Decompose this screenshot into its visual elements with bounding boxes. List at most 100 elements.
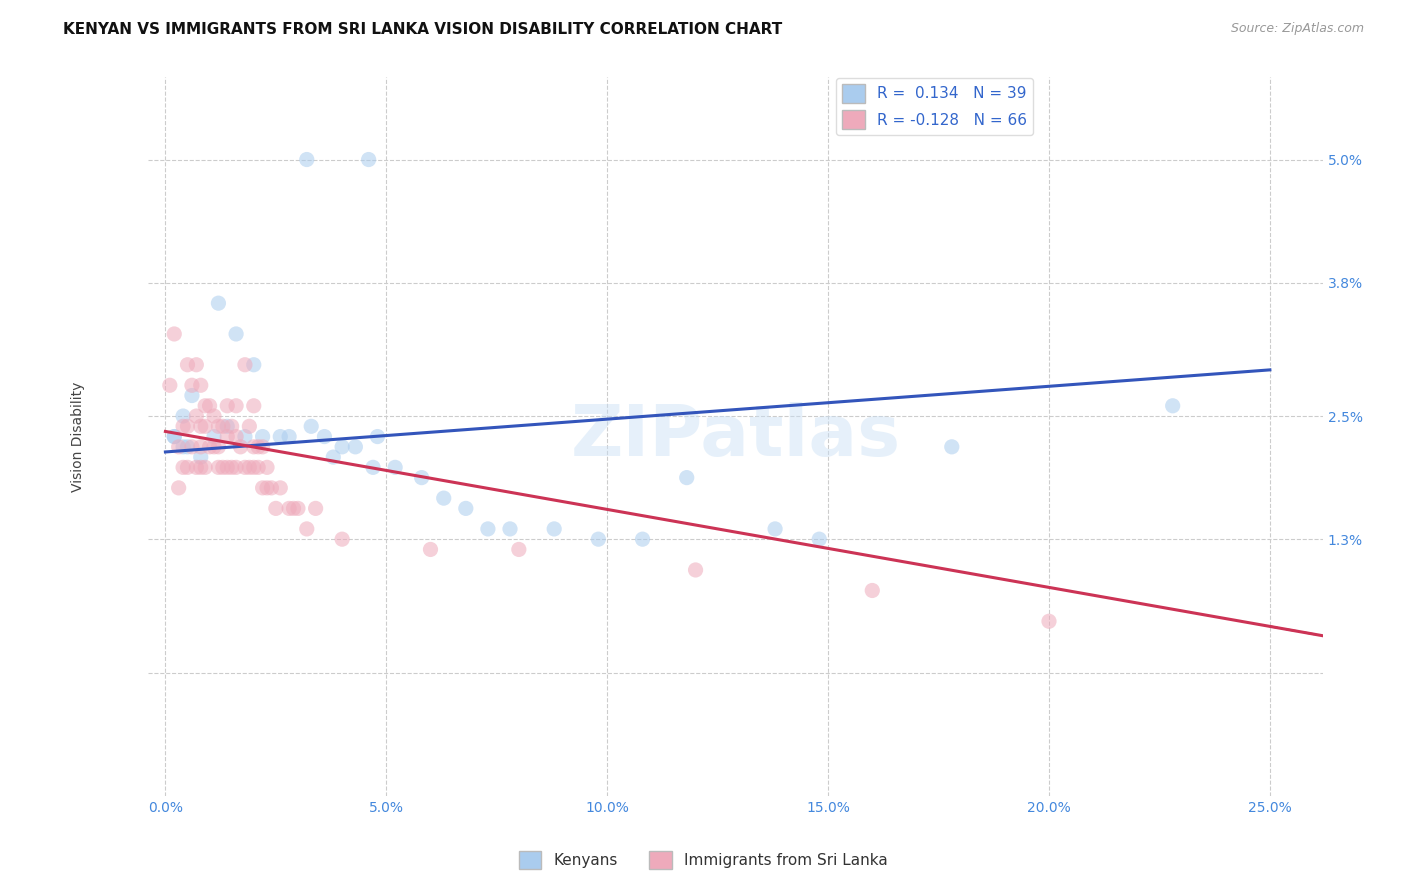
Point — [366, 429, 388, 443]
Point — [763, 522, 786, 536]
Text: ZIPatlas: ZIPatlas — [571, 402, 900, 471]
Point — [256, 481, 278, 495]
Point — [238, 460, 260, 475]
Text: KENYAN VS IMMIGRANTS FROM SRI LANKA VISION DISABILITY CORRELATION CHART: KENYAN VS IMMIGRANTS FROM SRI LANKA VISI… — [63, 22, 783, 37]
Point — [221, 419, 243, 434]
Point — [217, 429, 239, 443]
Point — [1038, 614, 1060, 628]
Point — [225, 429, 247, 443]
Point — [808, 532, 831, 546]
Point — [211, 419, 233, 434]
Point — [322, 450, 344, 464]
Point — [180, 388, 202, 402]
Point — [238, 419, 260, 434]
Point — [233, 358, 256, 372]
Point — [344, 440, 367, 454]
Point — [295, 153, 318, 167]
Point — [190, 419, 212, 434]
Point — [217, 419, 239, 434]
Point — [225, 399, 247, 413]
Point — [242, 399, 264, 413]
Point — [180, 378, 202, 392]
Point — [207, 460, 229, 475]
Point — [252, 481, 274, 495]
Point — [287, 501, 309, 516]
Point — [283, 501, 305, 516]
Point — [685, 563, 707, 577]
Point — [190, 460, 212, 475]
Point — [176, 358, 198, 372]
Point — [233, 460, 256, 475]
Point — [330, 532, 353, 546]
Point — [330, 440, 353, 454]
Point — [543, 522, 565, 536]
Point — [860, 583, 883, 598]
Point — [499, 522, 522, 536]
Point — [190, 440, 212, 454]
Point — [269, 481, 291, 495]
Point — [202, 429, 225, 443]
Point — [264, 501, 287, 516]
Point — [186, 358, 208, 372]
Point — [242, 440, 264, 454]
Point — [176, 460, 198, 475]
Text: Source: ZipAtlas.com: Source: ZipAtlas.com — [1230, 22, 1364, 36]
Point — [194, 399, 217, 413]
Point — [176, 419, 198, 434]
Point — [675, 470, 697, 484]
Point — [172, 440, 194, 454]
Point — [225, 460, 247, 475]
Point — [172, 409, 194, 423]
Point — [190, 378, 212, 392]
Point — [433, 491, 456, 505]
Point — [260, 481, 283, 495]
Point — [207, 440, 229, 454]
Point — [229, 440, 252, 454]
Point — [252, 440, 274, 454]
Point — [477, 522, 499, 536]
Point — [163, 429, 186, 443]
Point — [361, 460, 384, 475]
Point — [172, 419, 194, 434]
Point — [631, 532, 654, 546]
Point — [411, 470, 433, 484]
Point — [172, 460, 194, 475]
Point — [256, 460, 278, 475]
Point — [163, 429, 186, 443]
Point — [176, 440, 198, 454]
Point — [211, 460, 233, 475]
Point — [247, 440, 270, 454]
Point — [194, 460, 217, 475]
Point — [278, 429, 301, 443]
Point — [202, 440, 225, 454]
Point — [167, 481, 190, 495]
Point — [233, 429, 256, 443]
Point — [190, 450, 212, 464]
Point — [163, 326, 186, 341]
Point — [242, 460, 264, 475]
Point — [186, 409, 208, 423]
Legend: R =  0.134   N = 39, R = -0.128   N = 66: R = 0.134 N = 39, R = -0.128 N = 66 — [835, 78, 1033, 135]
Point — [269, 429, 291, 443]
Point — [225, 326, 247, 341]
Point — [419, 542, 441, 557]
Point — [207, 296, 229, 310]
Point — [194, 419, 217, 434]
Point — [454, 501, 477, 516]
Point — [252, 429, 274, 443]
Point — [278, 501, 301, 516]
Point — [217, 399, 239, 413]
Point — [357, 153, 380, 167]
Point — [508, 542, 530, 557]
Point — [242, 358, 264, 372]
Point — [247, 460, 270, 475]
Point — [314, 429, 336, 443]
Point — [198, 399, 221, 413]
Point — [207, 419, 229, 434]
Legend: Kenyans, Immigrants from Sri Lanka: Kenyans, Immigrants from Sri Lanka — [512, 845, 894, 875]
Point — [299, 419, 322, 434]
Point — [295, 522, 318, 536]
Point — [217, 460, 239, 475]
Point — [941, 440, 963, 454]
Point — [588, 532, 610, 546]
